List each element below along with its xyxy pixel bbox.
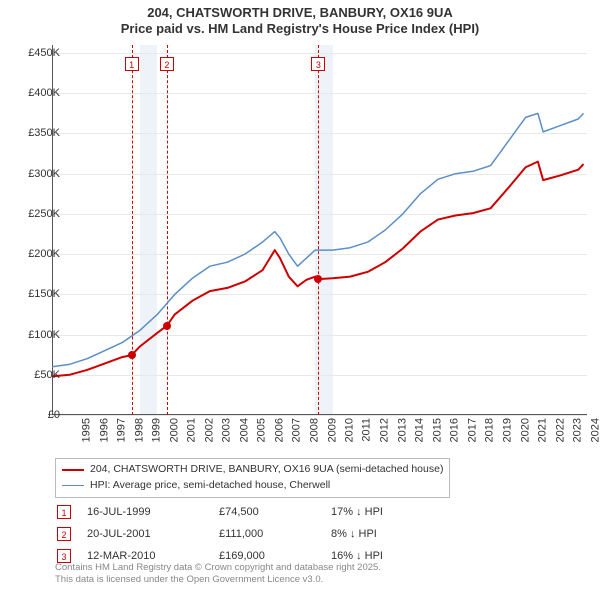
- sale-date: 16-JUL-1999: [87, 502, 217, 522]
- legend-swatch: [62, 469, 84, 471]
- x-axis-tick-label: 2021: [537, 418, 549, 442]
- x-axis-tick-label: 1995: [80, 418, 92, 442]
- x-axis-tick-label: 2023: [572, 418, 584, 442]
- x-axis-tick-label: 1997: [116, 418, 128, 442]
- y-axis-tick-label: £450K: [12, 47, 60, 59]
- legend-swatch: [62, 485, 84, 486]
- x-axis-tick-label: 2020: [519, 418, 531, 442]
- x-axis-tick-label: 2016: [449, 418, 461, 442]
- sale-index-box: 2: [57, 527, 71, 541]
- sale-delta-vs-hpi: 8% ↓ HPI: [331, 524, 397, 544]
- x-axis-tick-label: 1996: [98, 418, 110, 442]
- table-row: 1 16-JUL-1999£74,50017% ↓ HPI: [57, 502, 397, 522]
- sale-date: 20-JUL-2001: [87, 524, 217, 544]
- sale-price: £111,000: [219, 524, 329, 544]
- x-axis-tick-label: 2024: [589, 418, 600, 442]
- attribution-line-2: This data is licensed under the Open Gov…: [55, 574, 381, 586]
- x-axis-tick-label: 2013: [396, 418, 408, 442]
- x-axis-tick-label: 2002: [203, 418, 215, 442]
- x-axis-tick-label: 2001: [186, 418, 198, 442]
- series-line-property: [52, 162, 583, 377]
- chart-lines: [52, 45, 587, 415]
- sale-index-box: 3: [57, 549, 71, 563]
- title-line-1: 204, CHATSWORTH DRIVE, BANBURY, OX16 9UA: [0, 5, 600, 21]
- y-axis-tick-label: £150K: [12, 288, 60, 300]
- x-axis-tick-label: 2017: [466, 418, 478, 442]
- gridline: [52, 415, 587, 416]
- title-line-2: Price paid vs. HM Land Registry's House …: [0, 21, 600, 37]
- x-axis-tick-label: 2014: [414, 418, 426, 442]
- x-axis-tick-label: 1998: [133, 418, 145, 442]
- x-axis-tick-label: 2005: [256, 418, 268, 442]
- x-axis-tick-label: 2006: [273, 418, 285, 442]
- legend-entry: 204, CHATSWORTH DRIVE, BANBURY, OX16 9UA…: [62, 462, 443, 478]
- x-axis-tick-label: 2008: [309, 418, 321, 442]
- x-axis-tick-label: 2004: [238, 418, 250, 442]
- sale-delta-vs-hpi: 17% ↓ HPI: [331, 502, 397, 522]
- legend-box: 204, CHATSWORTH DRIVE, BANBURY, OX16 9UA…: [55, 458, 450, 498]
- legend-label: HPI: Average price, semi-detached house,…: [90, 478, 330, 494]
- series-line-hpi: [52, 113, 583, 366]
- x-axis-tick-label: 2022: [554, 418, 566, 442]
- x-axis-tick-label: 2012: [379, 418, 391, 442]
- chart-title: 204, CHATSWORTH DRIVE, BANBURY, OX16 9UA…: [0, 0, 600, 38]
- attribution-line-1: Contains HM Land Registry data © Crown c…: [55, 562, 381, 574]
- y-axis-tick-label: £300K: [12, 168, 60, 180]
- x-axis-tick-label: 2007: [291, 418, 303, 442]
- y-axis-tick-label: £250K: [12, 208, 60, 220]
- legend-entry: HPI: Average price, semi-detached house,…: [62, 478, 443, 494]
- y-axis-tick-label: £400K: [12, 87, 60, 99]
- sale-index-box: 1: [57, 505, 71, 519]
- table-row: 2 20-JUL-2001£111,0008% ↓ HPI: [57, 524, 397, 544]
- x-axis-tick-label: 2019: [501, 418, 513, 442]
- x-axis-tick-label: 2011: [360, 418, 372, 442]
- x-axis-tick-label: 2015: [431, 418, 443, 442]
- x-axis-tick-label: 2003: [221, 418, 233, 442]
- y-axis-tick-label: £0: [12, 409, 60, 421]
- sales-table: 1 16-JUL-1999£74,50017% ↓ HPI 2 20-JUL-2001…: [55, 500, 399, 568]
- x-axis-tick-label: 2009: [326, 418, 338, 442]
- sale-price: £74,500: [219, 502, 329, 522]
- y-axis-tick-label: £50K: [12, 369, 60, 381]
- x-axis-tick-label: 2018: [484, 418, 496, 442]
- y-axis-tick-label: £200K: [12, 248, 60, 260]
- x-axis-tick-label: 2010: [344, 418, 356, 442]
- x-axis-tick-label: 1999: [151, 418, 163, 442]
- chart-plot-area: 123: [52, 45, 587, 415]
- y-axis-tick-label: £350K: [12, 127, 60, 139]
- x-axis-tick-label: 2000: [168, 418, 180, 442]
- y-axis-tick-label: £100K: [12, 329, 60, 341]
- legend-label: 204, CHATSWORTH DRIVE, BANBURY, OX16 9UA…: [90, 462, 443, 478]
- attribution-text: Contains HM Land Registry data © Crown c…: [55, 562, 381, 586]
